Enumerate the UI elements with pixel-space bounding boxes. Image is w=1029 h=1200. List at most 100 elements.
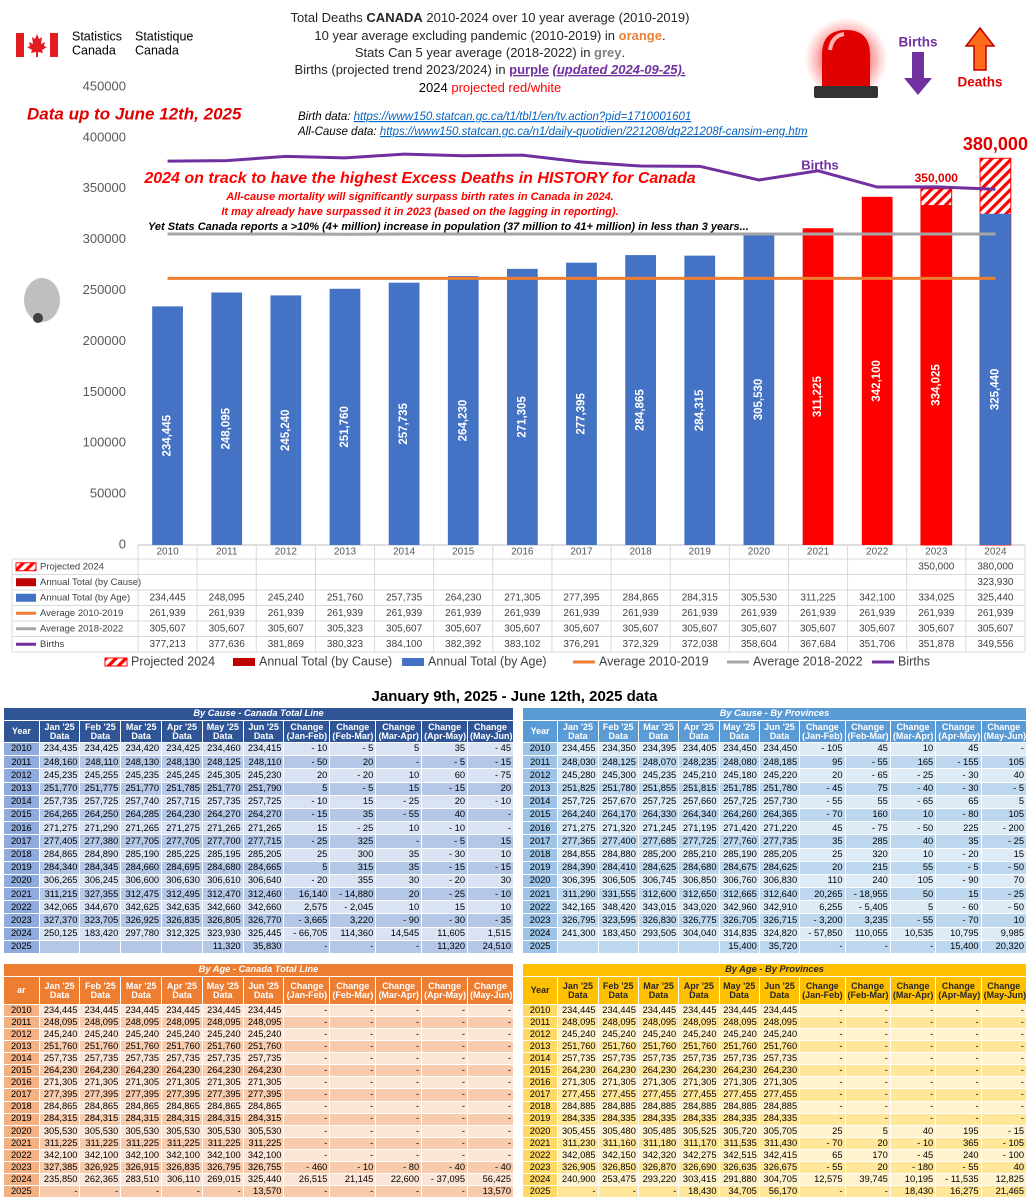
- bar-label: 380,000: [963, 134, 1028, 154]
- header-row: Year Jan '25 Data Feb '25 Data Mar '25 Data Apr…: [3, 720, 514, 743]
- data-cell: 311,535: [718, 1136, 760, 1150]
- data-cell: - 5: [421, 834, 469, 849]
- column-header: Change (Jan-Feb): [283, 976, 331, 1005]
- data-cell: 2,575: [283, 900, 331, 915]
- column-header: Change (Feb-Mar): [844, 720, 891, 743]
- data-cell: 284,885: [678, 1100, 720, 1114]
- year-cell: 2018: [522, 1100, 559, 1114]
- data-cell: - 3,665: [283, 913, 331, 928]
- table-cell: 351,706: [859, 639, 896, 650]
- data-cell: 277,380: [79, 834, 122, 849]
- annotations: Data up to June 12th, 2025 Birth data: h…: [27, 104, 839, 232]
- data-cell: 277,455: [597, 1088, 639, 1102]
- data-cell: - 50: [889, 821, 937, 836]
- bar-label: 284,865: [635, 389, 647, 431]
- year-cell: 2016: [3, 1076, 40, 1090]
- data-cell: 306,850: [678, 873, 720, 889]
- data-cell: - 80: [935, 807, 982, 823]
- data-cell: 20: [329, 755, 377, 770]
- source-link[interactable]: https://www150.statcan.gc.ca/t1/tbl1/en/…: [354, 111, 692, 123]
- x-tick-label: 2022: [866, 547, 889, 558]
- data-cell: 234,425: [79, 741, 122, 757]
- data-cell: 245,240: [678, 1028, 720, 1042]
- header-text: Year: [530, 726, 550, 736]
- data-cell: 271,195: [678, 821, 720, 836]
- data-cell: 11,605: [421, 926, 469, 941]
- header-text: Data: [90, 989, 111, 1000]
- data-cell: 305,720: [718, 1124, 760, 1138]
- data-cell: 264,230: [120, 1064, 163, 1078]
- data-cell: 75: [844, 781, 891, 796]
- legend-icon: [15, 562, 37, 572]
- data-cell: 312,460: [242, 887, 285, 902]
- data-cell: 284,680: [201, 860, 244, 875]
- data-cell: -: [467, 1112, 514, 1126]
- data-cell: -: [935, 1003, 982, 1018]
- data-cell: 257,735: [718, 1052, 760, 1066]
- year-cell: 2013: [522, 781, 559, 796]
- data-cell: 245,255: [79, 768, 122, 783]
- data-cell: 15: [935, 887, 982, 902]
- header-part: Total Deaths: [291, 10, 367, 25]
- legend-label: Projected 2024: [131, 654, 215, 668]
- data-cell: 326,705: [718, 913, 760, 928]
- data-cell: -: [980, 1064, 1027, 1078]
- data-cell: 326,925: [79, 1160, 122, 1174]
- data-cell: 40: [889, 1124, 937, 1138]
- data-cell: 10,795: [935, 926, 982, 941]
- data-cell: 234,405: [678, 741, 720, 757]
- table-cell: 248,095: [209, 592, 246, 603]
- year-cell: 2025: [522, 1184, 559, 1197]
- column-header: Change (Jan-Feb): [799, 976, 846, 1005]
- data-cell: 26,515: [283, 1172, 331, 1186]
- data-cell: -: [375, 1040, 423, 1054]
- data-cell: 264,270: [201, 807, 244, 823]
- data-cell: 20: [844, 1160, 891, 1174]
- table-row: 2013 251,825 251,780 251,855 251,815 251,785 2…: [522, 781, 1027, 796]
- header-text: Change: [382, 721, 416, 732]
- table-row: 2018 284,885 284,885 284,885 284,885 284,885 2…: [522, 1100, 1027, 1114]
- data-cell: 342,415: [758, 1148, 801, 1162]
- data-cell: -: [467, 1076, 514, 1090]
- table-row: 2025- - - - -13,570- - - -13,570: [3, 1184, 514, 1197]
- data-cell: 277,455: [637, 1088, 680, 1102]
- data-cell: 251,760: [79, 1040, 122, 1054]
- year-cell: 2013: [3, 1040, 40, 1054]
- table-cell: 323,930: [977, 577, 1014, 588]
- data-cell: - 40: [421, 1160, 469, 1174]
- data-cell: 311,225: [120, 1136, 163, 1150]
- table-row: 2025 11,320 35,830- - -11,320 24,510: [3, 939, 514, 953]
- table-cell: 380,000: [977, 561, 1014, 572]
- header-text: Change: [290, 721, 324, 732]
- data-cell: 10: [467, 847, 514, 862]
- data-cell: -: [467, 1052, 514, 1066]
- data-cell: 245,235: [637, 768, 680, 783]
- data-cell: 306,110: [161, 1172, 203, 1186]
- table-cell: 261,939: [149, 608, 186, 619]
- data-cell: 284,885: [557, 1100, 599, 1114]
- data-cell: 35: [935, 834, 982, 849]
- data-cell: 342,100: [242, 1148, 285, 1162]
- data-cell: -: [935, 1052, 982, 1066]
- data-cell: - 25: [980, 834, 1027, 849]
- data-cell: 257,725: [718, 794, 760, 809]
- data-cell: 284,340: [38, 860, 81, 875]
- data-cell: 271,305: [758, 1076, 801, 1090]
- source-link[interactable]: https://www150.statcan.gc.ca/n1/daily-qu…: [380, 126, 808, 138]
- data-cell: 342,275: [678, 1148, 720, 1162]
- data-cell: 15,400: [718, 939, 760, 953]
- data-cell: 326,835: [161, 1160, 203, 1174]
- table-row: 2017 277,405 277,380 277,705 277,705 277,700 2…: [3, 834, 514, 849]
- year-cell: 2023: [3, 913, 40, 928]
- data-cell: 45: [799, 821, 846, 836]
- data-cell: 305,525: [678, 1124, 720, 1138]
- data-cell: 251,760: [120, 1040, 163, 1054]
- table-row-label: Projected 2024: [40, 561, 104, 572]
- data-cell: 20: [283, 768, 331, 783]
- data-cell: 245,180: [718, 768, 760, 783]
- data-cell: -: [283, 1028, 331, 1042]
- header-text: May '25: [206, 980, 239, 991]
- column-header: Jan '25 Data: [38, 976, 81, 1005]
- header-part: CANADA: [366, 10, 423, 25]
- data-cell: 305,530: [120, 1124, 163, 1138]
